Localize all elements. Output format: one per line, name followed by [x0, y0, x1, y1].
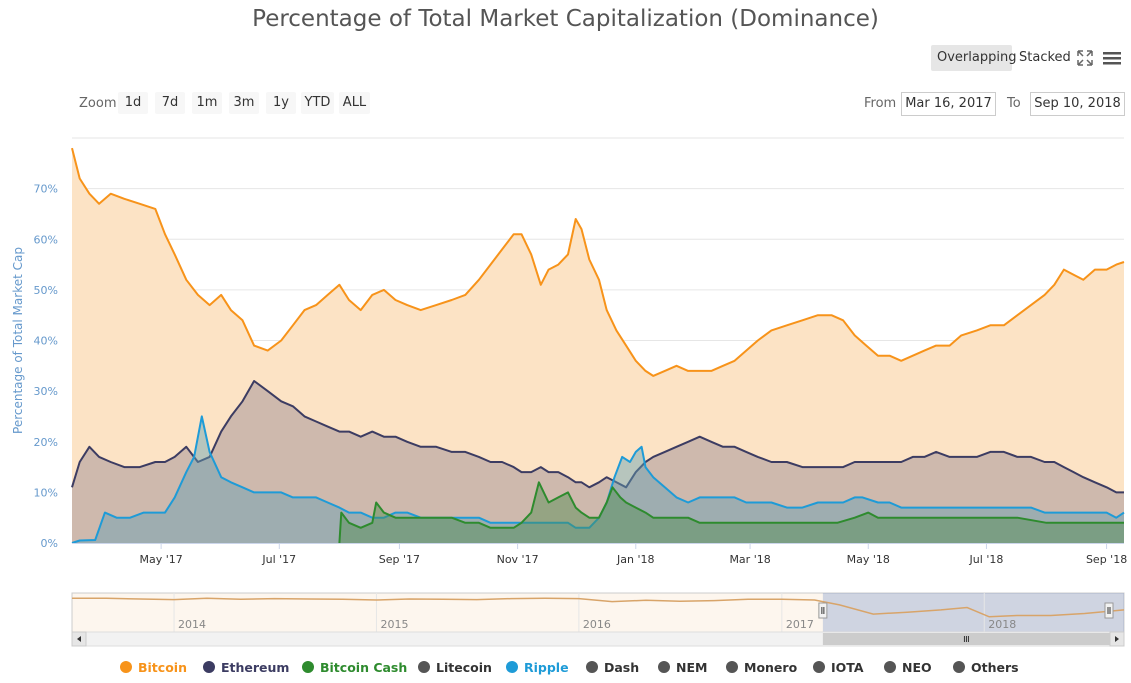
legend-label: Dash — [604, 660, 640, 675]
navigator-year-label: 2016 — [583, 618, 611, 631]
legend-dot-icon — [813, 661, 825, 673]
y-axis-title: Percentage of Total Market Cap — [11, 247, 25, 434]
y-tick-label: 60% — [34, 233, 58, 246]
legend-label: Bitcoin — [138, 660, 187, 675]
series-area-bitcoin — [72, 148, 1124, 543]
legend-dot-icon — [953, 661, 965, 673]
scroll-left-arrow-icon — [77, 636, 81, 642]
expand-icon[interactable] — [1075, 48, 1095, 68]
handle-body — [818, 602, 828, 619]
range-to-label: To — [1007, 96, 1021, 111]
legend-item-others[interactable]: Others — [953, 660, 1019, 675]
series-line-ripple — [71, 415, 1125, 544]
legend-item-bitcoin-cash[interactable]: Bitcoin Cash — [302, 660, 407, 675]
handle-body — [1104, 602, 1114, 619]
navigator-year-label: 2017 — [786, 618, 814, 631]
scroll-right-arrow-icon — [1115, 636, 1119, 642]
x-tick-label: Nov '17 — [497, 553, 539, 566]
legend-item-ripple[interactable]: Ripple — [506, 660, 569, 675]
legend-dot-icon — [586, 661, 598, 673]
legend-label: Ethereum — [221, 660, 290, 675]
legend-item-ethereum[interactable]: Ethereum — [203, 660, 289, 675]
navigator-series-line — [72, 597, 1125, 618]
navigator-year-label: 2015 — [380, 618, 408, 631]
zoom-3m-button[interactable]: 3m — [229, 92, 259, 114]
y-tick-label: 10% — [34, 486, 58, 499]
x-tick-label: Sep '17 — [379, 553, 420, 566]
overlapping-mode-button[interactable]: Overlapping — [931, 45, 1016, 71]
navigator-year-label: 2018 — [988, 618, 1016, 631]
y-tick-label: 0% — [41, 537, 58, 550]
legend-item-nem[interactable]: NEM — [658, 660, 707, 675]
series-area-ethereum — [72, 381, 1124, 543]
x-tick-label: Jul '18 — [969, 553, 1004, 566]
zoom-1y-button[interactable]: 1y — [266, 92, 296, 114]
series-line-ethereum — [71, 380, 1124, 494]
zoom-7d-button[interactable]: 7d — [155, 92, 185, 114]
y-tick-label: 40% — [34, 335, 58, 348]
legend-label: Ripple — [524, 660, 569, 675]
series-area-ripple — [72, 416, 1124, 543]
zoom-1m-button[interactable]: 1m — [192, 92, 222, 114]
legend-dot-icon — [658, 661, 670, 673]
range-from-input[interactable]: Mar 16, 2017 — [901, 92, 996, 116]
hamburger-menu-icon[interactable] — [1102, 48, 1122, 68]
legend-dot-icon — [726, 661, 738, 673]
legend-dot-icon — [120, 661, 132, 673]
x-tick-label: Jan '18 — [616, 553, 654, 566]
legend-label: Litecoin — [436, 660, 492, 675]
y-tick-label: 70% — [34, 183, 58, 196]
zoom-all-button[interactable]: ALL — [339, 92, 370, 114]
navigator-left-handle[interactable] — [818, 602, 828, 619]
series-line-bitcoin-cash — [338, 481, 1124, 544]
legend-label: NEM — [676, 660, 708, 675]
legend-label: Bitcoin Cash — [320, 660, 408, 675]
chart-legend: Bitcoin Ethereum Bitcoin Cash Litecoin R… — [0, 660, 1131, 680]
navigator-scrollbar[interactable] — [71, 631, 1125, 647]
chart-canvas: 0% 10% 20% 30% 40% 50% 60% 70% Percentage of Tot… — [11, 137, 1127, 647]
legend-label: NEO — [902, 660, 932, 675]
legend-item-bitcoin[interactable]: Bitcoin — [120, 660, 187, 675]
legend-dot-icon — [418, 661, 430, 673]
navigator-selected-range — [822, 593, 1124, 632]
stacked-mode-button[interactable]: Stacked — [1019, 50, 1071, 65]
navigator-right-handle[interactable] — [1104, 602, 1114, 619]
axis-layer: 0% 10% 20% 30% 40% 50% 60% 70% Percentage of Tot… — [11, 183, 1127, 566]
y-tick-label: 20% — [34, 436, 58, 449]
navigator-year-label: 2014 — [178, 618, 206, 631]
series-layer — [71, 147, 1125, 544]
x-tick-label: Jul '17 — [261, 553, 296, 566]
legend-label: IOTA — [831, 660, 864, 675]
navigator[interactable]: 2014 2015 2016 2017 2018 — [71, 592, 1125, 647]
x-tick-label: May '18 — [847, 553, 890, 566]
y-tick-label: 30% — [34, 385, 58, 398]
legend-item-neo[interactable]: NEO — [884, 660, 932, 675]
range-from-label: From — [864, 96, 897, 111]
legend-label: Monero — [744, 660, 798, 675]
legend-item-litecoin[interactable]: Litecoin — [418, 660, 492, 675]
zoom-label: Zoom — [79, 96, 117, 111]
chart-title: Percentage of Total Market Capitalizatio… — [252, 6, 879, 32]
legend-item-dash[interactable]: Dash — [586, 660, 639, 675]
x-tick-label: Sep '18 — [1086, 553, 1127, 566]
legend-item-iota[interactable]: IOTA — [813, 660, 864, 675]
legend-dot-icon — [506, 661, 518, 673]
zoom-1d-button[interactable]: 1d — [118, 92, 148, 114]
legend-dot-icon — [302, 661, 314, 673]
range-to-input[interactable]: Sep 10, 2018 — [1030, 92, 1125, 116]
legend-item-monero[interactable]: Monero — [726, 660, 797, 675]
legend-dot-icon — [203, 661, 215, 673]
legend-dot-icon — [884, 661, 896, 673]
y-tick-label: 50% — [34, 284, 58, 297]
legend-label: Others — [971, 660, 1019, 675]
series-line-bitcoin — [71, 147, 1125, 377]
x-tick-label: Mar '18 — [729, 553, 770, 566]
zoom-ytd-button[interactable]: YTD — [301, 92, 334, 114]
x-tick-label: May '17 — [139, 553, 182, 566]
